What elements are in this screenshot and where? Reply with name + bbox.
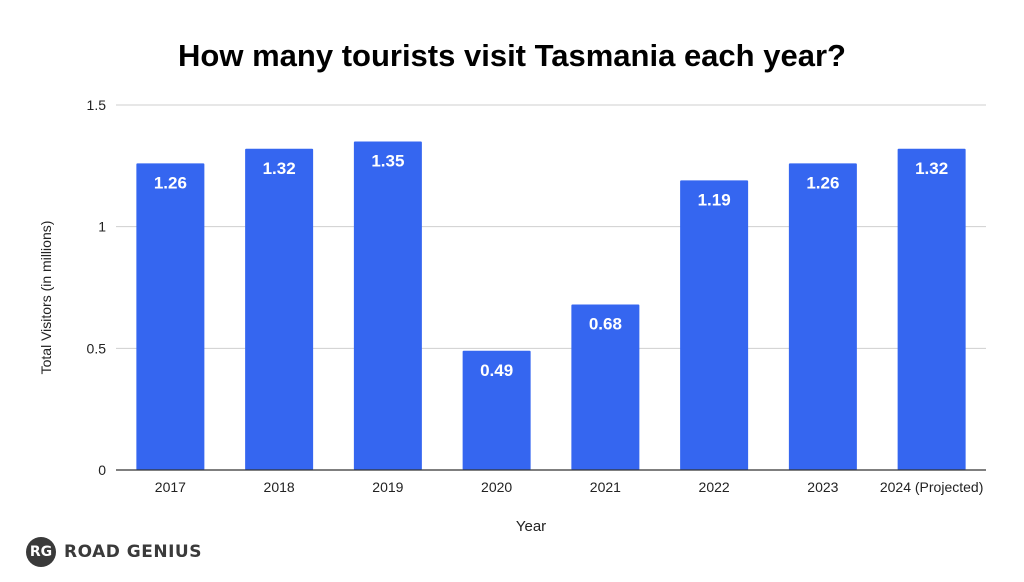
x-tick-label: 2020 (481, 479, 512, 495)
logo-badge-icon: RG (26, 537, 56, 567)
y-tick-label: 0.5 (87, 340, 107, 356)
logo-text: ROAD GENIUS (64, 542, 202, 562)
x-tick-label: 2023 (807, 479, 838, 495)
y-tick-label: 1 (98, 219, 106, 235)
bar (680, 180, 749, 470)
chart-title: How many tourists visit Tasmania each ye… (178, 38, 846, 73)
bar (245, 148, 314, 471)
x-tick-label: 2024 (Projected) (880, 479, 984, 495)
y-axis-title: Total Visitors (in millions) (38, 221, 54, 375)
y-tick-label: 0 (98, 462, 106, 478)
data-label: 1.26 (806, 173, 839, 192)
data-label: 0.49 (480, 361, 513, 380)
data-label: 1.32 (263, 159, 296, 178)
bar (897, 148, 966, 471)
bar (788, 163, 857, 470)
x-tick-label: 2017 (155, 479, 186, 495)
x-axis-title: Year (516, 518, 546, 535)
data-label: 1.26 (154, 173, 187, 192)
x-tick-label: 2018 (264, 479, 295, 495)
y-tick-label: 1.5 (87, 97, 107, 113)
bar (462, 350, 531, 470)
road-genius-logo: RG ROAD GENIUS (26, 536, 202, 568)
data-label: 1.19 (698, 190, 731, 209)
data-label: 0.68 (589, 315, 622, 334)
data-label: 1.35 (371, 152, 404, 171)
x-tick-label: 2021 (590, 479, 621, 495)
x-tick-label: 2022 (699, 479, 730, 495)
bar (353, 141, 422, 470)
bar (571, 304, 640, 470)
x-tick-label: 2019 (372, 479, 403, 495)
data-label: 1.32 (915, 159, 948, 178)
bar (136, 163, 205, 470)
